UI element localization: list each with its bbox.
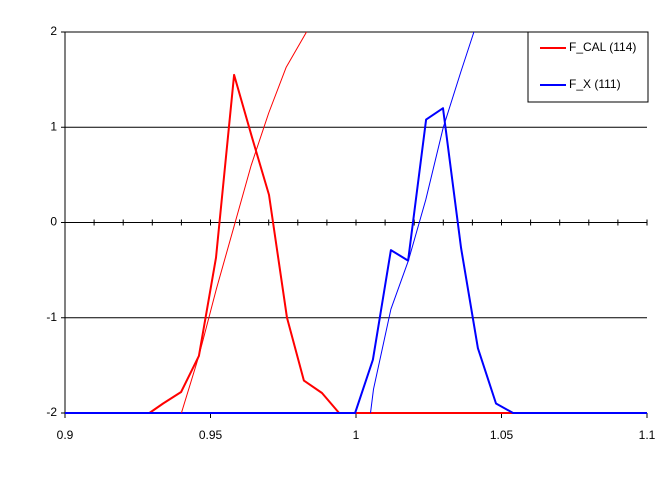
x-tick-label: 0.95 (199, 428, 223, 442)
legend-box (527, 31, 649, 103)
legend-label: F_X (111) (569, 77, 621, 91)
series-line (370, 31, 475, 414)
x-tick-label: 0.9 (57, 428, 74, 442)
y-tick-label: -2 (46, 405, 57, 419)
x-tick-label: 1.05 (490, 428, 514, 442)
x-tick-label: 1.1 (639, 428, 656, 442)
series-line (65, 107, 647, 414)
y-tick-label: 0 (50, 215, 57, 229)
y-tick-label: -1 (46, 310, 57, 324)
y-tick-label: 2 (50, 24, 57, 38)
x-tick-label: 1 (353, 428, 360, 442)
legend-label: F_CAL (114) (569, 40, 636, 54)
series-line (180, 31, 307, 414)
series-line (65, 73, 647, 414)
legend: F_CAL (114) F_X (111) (527, 31, 649, 103)
y-tick-label: 1 (50, 119, 57, 133)
